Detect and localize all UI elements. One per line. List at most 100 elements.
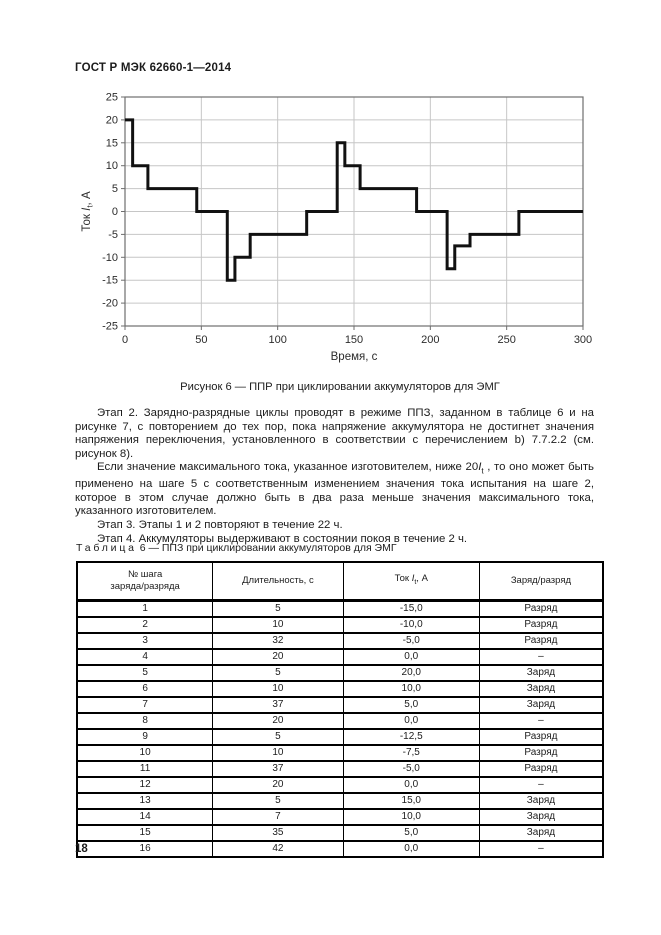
- table-cell: 5: [212, 728, 344, 746]
- table-cell: Заряд: [478, 680, 604, 698]
- table-cell: 10: [212, 616, 344, 634]
- y-tick-label: -20: [102, 298, 118, 310]
- table-cell: 16: [76, 840, 214, 858]
- table-cell: 5: [212, 599, 344, 618]
- figure-caption: Рисунок 6 — ППР при циклировании аккумул…: [180, 381, 500, 393]
- table-cell: 2: [76, 616, 214, 634]
- table-cell: 5: [212, 792, 344, 810]
- table-row: 15 35 5,0 Заряд: [76, 824, 604, 842]
- x-tick-label: 150: [345, 334, 363, 346]
- table-cell: 1: [76, 599, 214, 618]
- x-axis-label: Время, с: [331, 351, 378, 363]
- table-cell: 0,0: [342, 648, 480, 666]
- table-cell: 9: [76, 728, 214, 746]
- table-cell: -7,5: [342, 744, 480, 762]
- table-cell: 32: [212, 632, 344, 650]
- y-tick-label: -25: [102, 321, 118, 333]
- table-cell: 5,0: [342, 696, 480, 714]
- paragraph-stage-2-text: Этап 2. Зарядно-разрядные циклы проводят…: [75, 407, 594, 460]
- table-cell: –: [478, 712, 604, 730]
- y-tick-label: 25: [106, 92, 118, 104]
- table-cell: 5: [76, 664, 214, 682]
- table-cell: Разряд: [478, 599, 604, 618]
- page-number: 18: [75, 843, 88, 855]
- table-row: 14 7 10,0 Заряд: [76, 808, 604, 826]
- body-text: Этап 2. Зарядно-разрядные циклы проводят…: [75, 407, 594, 546]
- x-tick-label: 100: [268, 334, 286, 346]
- y-tick-label: -15: [102, 275, 118, 287]
- current-step-trace: [125, 118, 583, 282]
- table-cell: 11: [76, 760, 214, 778]
- cycle-steps-table: № шага заряда/разряда Длительность, с Ток…: [76, 561, 604, 858]
- table-cell: Разряд: [478, 744, 604, 762]
- y-axis-label: Ток It, А: [81, 191, 95, 232]
- table-cell: 20,0: [342, 664, 480, 682]
- x-tick-label: 250: [497, 334, 515, 346]
- table-cell: 37: [212, 760, 344, 778]
- table-cell: 4: [76, 648, 214, 666]
- table-cell: 12: [76, 776, 214, 794]
- col-header-duration: Длительность, с: [212, 561, 344, 602]
- x-tick-label: 300: [574, 334, 592, 346]
- table-cell: Заряд: [478, 792, 604, 810]
- x-tick-label: 50: [195, 334, 207, 346]
- table-title-word: Таблица: [76, 542, 137, 554]
- table-cell: 5: [212, 664, 344, 682]
- table-cell: 15,0: [342, 792, 480, 810]
- table-row: 4 20 0,0–: [76, 648, 604, 666]
- x-tick-label: 200: [421, 334, 439, 346]
- table-row: 2 10 -10,0 Разряд: [76, 616, 604, 634]
- table-cell: 8: [76, 712, 214, 730]
- table-cell: -5,0: [342, 632, 480, 650]
- table-cell: Разряд: [478, 728, 604, 746]
- table-cell: -5,0: [342, 760, 480, 778]
- col-header-charge-discharge: Заряд/разряд: [478, 561, 604, 602]
- x-tick-label: 0: [122, 334, 128, 346]
- table-row: 16 42 0,0–: [76, 840, 604, 858]
- table-cell: 42: [212, 840, 344, 858]
- table-cell: -10,0: [342, 616, 480, 634]
- current-symbol: I: [478, 461, 482, 474]
- table-row: 1 5 -15,0 Разряд: [76, 599, 604, 618]
- table-cell: 7: [76, 696, 214, 714]
- table-cell: 0,0: [342, 840, 480, 858]
- table-cell: Заряд: [478, 664, 604, 682]
- y-tick-label: 10: [106, 160, 118, 172]
- table-cell: 35: [212, 824, 344, 842]
- table-cell: 10: [212, 744, 344, 762]
- table-cell: 10,0: [342, 680, 480, 698]
- y-tick-label: 5: [112, 183, 118, 195]
- table-row: 5 5 20,0 Заряд: [76, 664, 604, 682]
- table-cell: 15: [76, 824, 214, 842]
- col-header-current: Ток It, А: [342, 561, 480, 602]
- table-row: 3 32 -5,0 Разряд: [76, 632, 604, 650]
- table-cell: 0,0: [342, 776, 480, 794]
- table-cell: -12,5: [342, 728, 480, 746]
- table-cell: Заряд: [478, 696, 604, 714]
- paragraph-stage-3: Этап 3. Этапы 1 и 2 повторяют в течение …: [97, 519, 343, 532]
- table-cell: 20: [212, 712, 344, 730]
- table-cell: 20: [212, 776, 344, 794]
- table-cell: 20: [212, 648, 344, 666]
- table-cell: 37: [212, 696, 344, 714]
- table-cell: 0,0: [342, 712, 480, 730]
- table-cell: Заряд: [478, 808, 604, 826]
- y-tick-label: 15: [106, 137, 118, 149]
- table-row: 7 37 5,0 Заряд: [76, 696, 604, 714]
- paragraph-max-current-note: Если значение максимального тока, указан…: [75, 461, 594, 518]
- table-cell: Разряд: [478, 632, 604, 650]
- paragraph-stage-4: Этап 4. Аккумуляторы выдерживают в состо…: [97, 532, 468, 545]
- col-header-step-number: № шага заряда/разряда: [76, 561, 214, 602]
- table-row: 10 10 -7,5 Разряд: [76, 744, 604, 762]
- table-cell: 10,0: [342, 808, 480, 826]
- table-cell: 10: [76, 744, 214, 762]
- table-cell: 3: [76, 632, 214, 650]
- table-cell: Разряд: [478, 760, 604, 778]
- table-cell: 13: [76, 792, 214, 810]
- table-cell: Заряд: [478, 824, 604, 842]
- table-row: 11 37 -5,0 Разряд: [76, 760, 604, 778]
- table-row: 12 20 0,0–: [76, 776, 604, 794]
- table-row: 8 20 0,0–: [76, 712, 604, 730]
